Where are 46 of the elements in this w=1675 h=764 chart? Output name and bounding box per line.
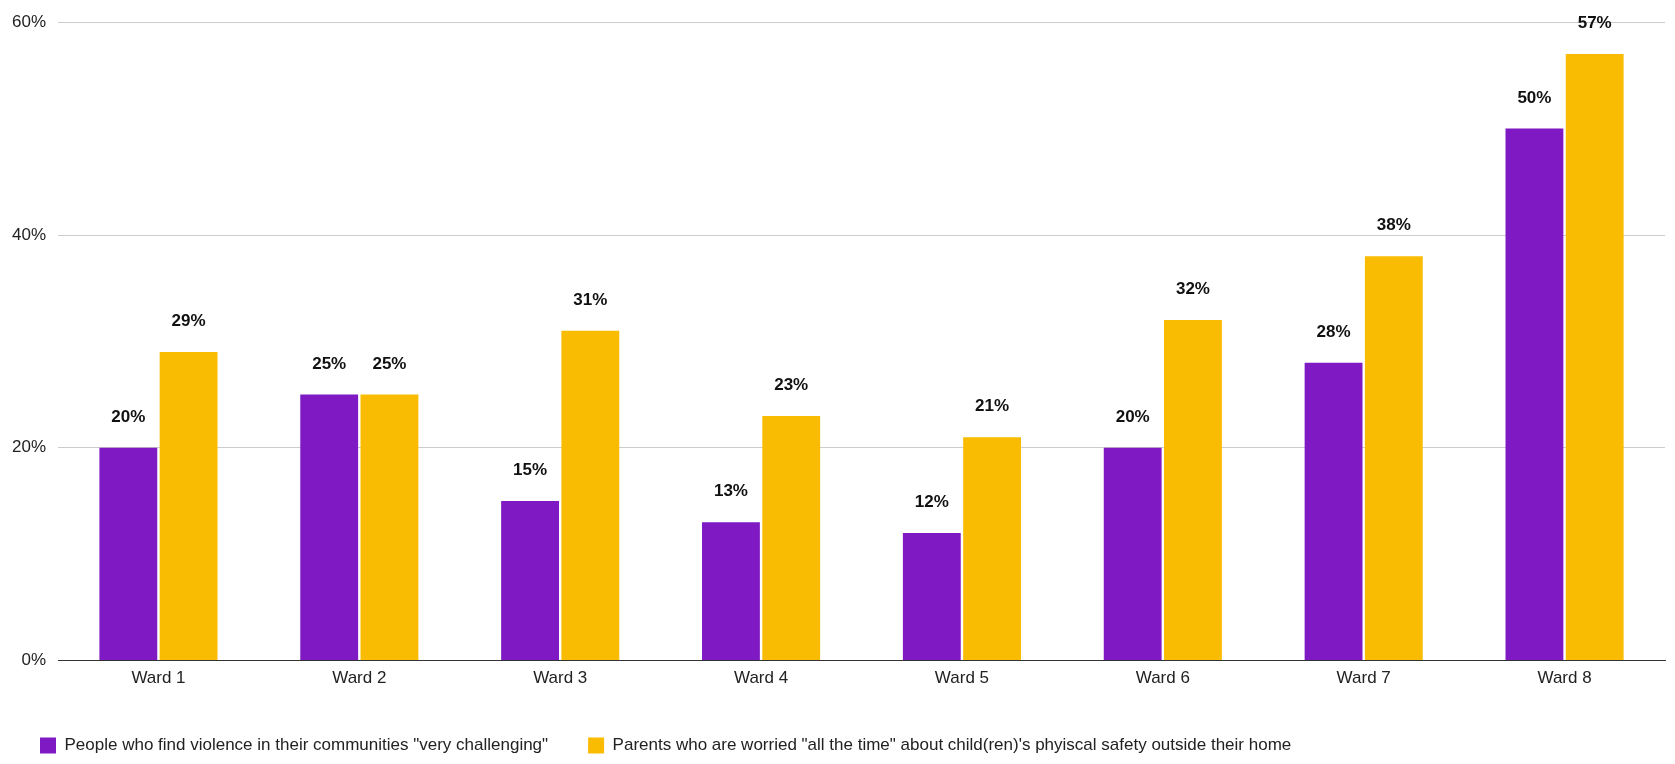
- bar: [702, 522, 760, 661]
- data-label: 31%: [573, 289, 608, 309]
- bar: [902, 532, 961, 661]
- data-label: 20%: [1115, 406, 1150, 426]
- bar: [561, 330, 620, 661]
- y-tick-label: 20%: [11, 437, 47, 457]
- data-label: 12%: [914, 492, 949, 512]
- bar: [762, 415, 821, 661]
- bar: [1364, 256, 1423, 661]
- y-tick-label: 60%: [11, 11, 47, 31]
- x-tick-label: Ward 4: [733, 668, 789, 688]
- x-tick-label: Ward 8: [1537, 668, 1592, 688]
- bar: [1164, 320, 1222, 661]
- bar: [1304, 362, 1363, 661]
- data-label: 57%: [1577, 13, 1612, 33]
- data-label: 38%: [1376, 215, 1411, 235]
- x-tick-label: Ward 7: [1336, 668, 1391, 688]
- data-label: 29%: [171, 311, 206, 331]
- data-label: 13%: [713, 481, 748, 501]
- legend-label: Parents who are worried "all the time" about child(ren)'s phyiscal safety outside their home: [612, 735, 1292, 755]
- y-tick-label: 40%: [11, 224, 47, 244]
- x-tick-label: Ward 2: [332, 668, 387, 688]
- x-tick-label: Ward 6: [1135, 668, 1190, 688]
- legend-label: People who find violence in their communities "very challenging": [64, 735, 549, 755]
- bar: [159, 352, 218, 661]
- y-tick-label: 0%: [21, 650, 47, 670]
- data-label: 20%: [111, 406, 146, 426]
- bar: [1505, 128, 1564, 661]
- data-label: 25%: [372, 353, 407, 373]
- bar: [300, 394, 359, 661]
- x-tick-label: Ward 3: [533, 668, 588, 688]
- bar: [963, 437, 1022, 661]
- data-label: 28%: [1316, 321, 1351, 341]
- data-label: 21%: [975, 396, 1010, 416]
- data-label: 23%: [774, 375, 809, 395]
- x-tick-label: Ward 1: [131, 668, 186, 688]
- data-label: 15%: [513, 460, 548, 480]
- bar: [360, 394, 419, 661]
- bar: [99, 447, 158, 661]
- bar: [501, 501, 559, 661]
- data-label: 25%: [312, 353, 347, 373]
- bar: [1565, 54, 1624, 661]
- data-label: 50%: [1517, 87, 1552, 107]
- bar: [1103, 447, 1162, 661]
- data-label: 32%: [1175, 279, 1210, 299]
- x-tick-label: Ward 5: [934, 668, 990, 688]
